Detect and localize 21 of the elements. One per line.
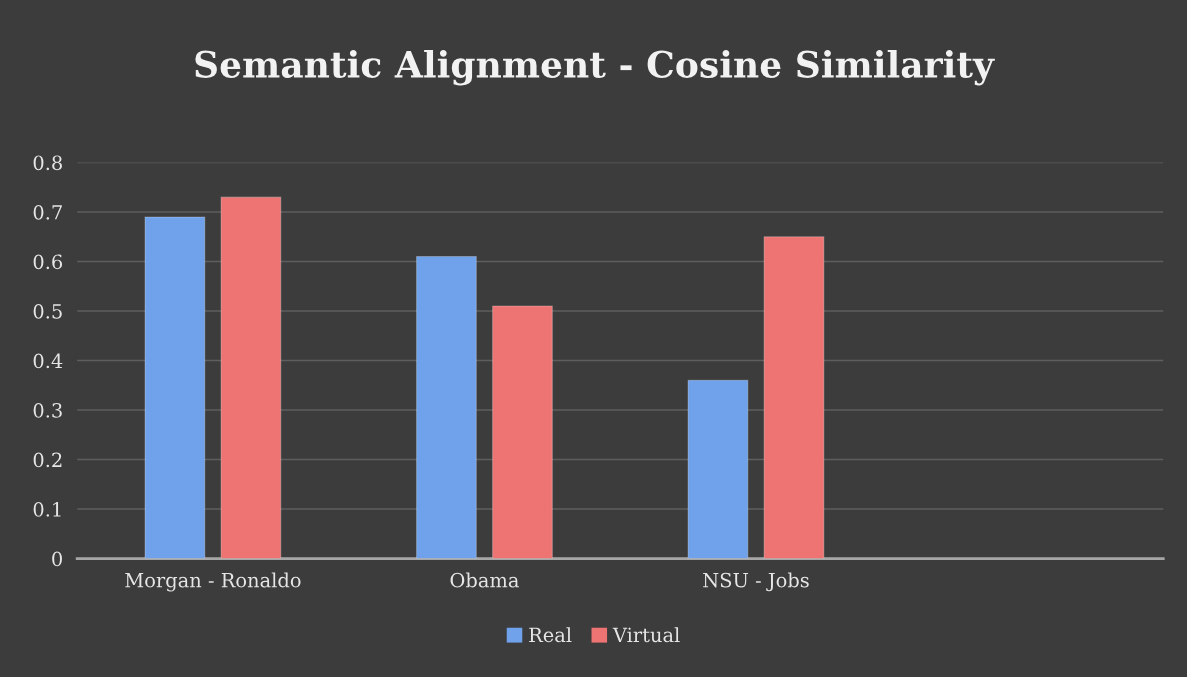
y-tick-label: 0.8: [33, 155, 62, 171]
bar: [763, 236, 825, 559]
bar: [492, 305, 553, 559]
y-tick-label: 0.3: [33, 402, 62, 418]
y-tick-label: 0.4: [33, 353, 63, 369]
bar: [144, 216, 206, 559]
x-tick-label: Morgan - Ronaldo: [125, 572, 301, 592]
x-tick-label: Obama: [450, 572, 519, 588]
bar: [687, 379, 749, 559]
y-tick-label: 0.7: [33, 204, 62, 220]
bar: [220, 196, 282, 559]
y-tick-label: 0.6: [33, 254, 63, 270]
y-tick-label: 0: [52, 551, 62, 567]
chart-title: Semantic Alignment - Cosine Similarity: [195, 49, 995, 86]
x-tick-label: NSU - Jobs: [703, 572, 809, 592]
legend-label: Virtual: [612, 627, 680, 643]
y-tick-label: 0.5: [33, 303, 62, 319]
legend-label: Real: [529, 627, 572, 643]
y-tick-label: 0.1: [33, 501, 61, 517]
bar: [416, 255, 477, 559]
y-tick-label: 0.2: [33, 452, 62, 468]
